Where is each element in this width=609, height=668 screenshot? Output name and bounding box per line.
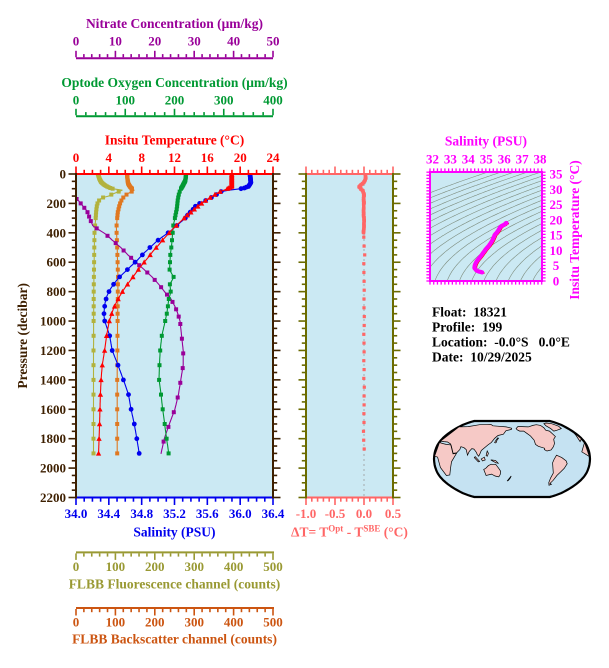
svg-text:200: 200 <box>145 615 165 630</box>
svg-text:34.4: 34.4 <box>97 506 120 521</box>
svg-text:Float: 18321: Float: 18321 <box>432 305 507 320</box>
svg-text:400: 400 <box>224 559 244 574</box>
svg-text:Pressure (decibar): Pressure (decibar) <box>15 283 30 389</box>
svg-text:0: 0 <box>73 615 80 630</box>
svg-text:25: 25 <box>550 197 564 212</box>
svg-text:FLBB Fluorescence channel (cou: FLBB Fluorescence channel (counts) <box>69 577 281 592</box>
svg-text:1400: 1400 <box>40 372 66 387</box>
svg-text:Optode Oxygen Concentration (μ: Optode Oxygen Concentration (μm/kg) <box>61 75 287 90</box>
svg-text:0.0: 0.0 <box>356 506 372 521</box>
svg-text:Nitrate Concentration (μm/kg): Nitrate Concentration (μm/kg) <box>86 16 263 31</box>
svg-text:35.2: 35.2 <box>163 506 186 521</box>
svg-text:36.0: 36.0 <box>229 506 252 521</box>
svg-text:FLBB Backscatter channel (coun: FLBB Backscatter channel (counts) <box>72 632 277 647</box>
svg-text:400: 400 <box>47 225 67 240</box>
svg-text:36.4: 36.4 <box>262 506 285 521</box>
svg-text:16: 16 <box>201 150 215 165</box>
svg-text:30: 30 <box>550 182 563 197</box>
svg-text:37: 37 <box>516 152 530 167</box>
svg-text:34.0: 34.0 <box>65 506 88 521</box>
svg-text:38: 38 <box>534 152 548 167</box>
svg-text:100: 100 <box>115 93 135 108</box>
svg-text:Profile: 199: Profile: 199 <box>432 320 502 335</box>
svg-text:300: 300 <box>184 615 204 630</box>
svg-text:200: 200 <box>47 196 67 211</box>
svg-text:0.5: 0.5 <box>385 506 402 521</box>
svg-text:Location: -0.0°S 0.0°E: Location: -0.0°S 0.0°E <box>432 335 570 350</box>
svg-text:-1.0: -1.0 <box>296 506 317 521</box>
svg-text:0: 0 <box>73 34 80 49</box>
svg-text:Salinity (PSU): Salinity (PSU) <box>133 525 215 540</box>
svg-text:500: 500 <box>263 559 283 574</box>
svg-text:1200: 1200 <box>40 343 66 358</box>
svg-text:2200: 2200 <box>40 490 66 505</box>
svg-text:36: 36 <box>498 152 512 167</box>
svg-text:0: 0 <box>60 167 67 182</box>
svg-text:800: 800 <box>47 284 67 299</box>
svg-text:35: 35 <box>550 167 564 182</box>
svg-text:20: 20 <box>550 212 563 227</box>
svg-text:1600: 1600 <box>40 402 66 417</box>
svg-text:33: 33 <box>444 152 458 167</box>
svg-text:30: 30 <box>188 34 201 49</box>
svg-text:34: 34 <box>462 152 476 167</box>
svg-text:-0.5: -0.5 <box>325 506 346 521</box>
svg-text:ΔT= TOpt - TSBE (°C): ΔT= TOpt - TSBE (°C) <box>291 524 408 540</box>
svg-text:Insitu Temperature (°C): Insitu Temperature (°C) <box>105 133 244 148</box>
svg-text:5: 5 <box>553 258 560 273</box>
svg-text:400: 400 <box>224 615 244 630</box>
svg-text:34.8: 34.8 <box>130 506 153 521</box>
svg-text:100: 100 <box>106 559 126 574</box>
svg-text:0: 0 <box>73 93 80 108</box>
svg-text:500: 500 <box>263 615 283 630</box>
svg-text:10: 10 <box>109 34 122 49</box>
svg-text:Salinity (PSU): Salinity (PSU) <box>445 134 527 149</box>
svg-text:20: 20 <box>148 34 161 49</box>
svg-text:40: 40 <box>227 34 240 49</box>
svg-text:4: 4 <box>106 150 113 165</box>
svg-text:100: 100 <box>106 615 126 630</box>
svg-text:15: 15 <box>550 228 564 243</box>
svg-text:400: 400 <box>263 93 283 108</box>
svg-text:Insitu Temperature (°C): Insitu Temperature (°C) <box>567 160 582 299</box>
svg-text:50: 50 <box>267 34 280 49</box>
svg-text:300: 300 <box>184 559 204 574</box>
svg-text:35: 35 <box>480 152 494 167</box>
svg-text:300: 300 <box>214 93 234 108</box>
svg-text:0: 0 <box>73 150 80 165</box>
svg-text:1000: 1000 <box>40 314 66 329</box>
svg-text:600: 600 <box>47 255 67 270</box>
svg-text:200: 200 <box>165 93 185 108</box>
svg-text:200: 200 <box>145 559 165 574</box>
svg-text:24: 24 <box>267 150 281 165</box>
svg-text:0: 0 <box>553 273 560 288</box>
svg-text:12: 12 <box>168 150 181 165</box>
svg-text:20: 20 <box>234 150 247 165</box>
svg-text:0: 0 <box>73 559 80 574</box>
svg-text:1800: 1800 <box>40 431 66 446</box>
svg-text:Date: 10/29/2025: Date: 10/29/2025 <box>432 350 532 365</box>
svg-text:32: 32 <box>426 152 439 167</box>
svg-text:2000: 2000 <box>40 461 66 476</box>
svg-text:8: 8 <box>138 150 145 165</box>
svg-text:10: 10 <box>550 243 563 258</box>
svg-text:35.6: 35.6 <box>196 506 219 521</box>
